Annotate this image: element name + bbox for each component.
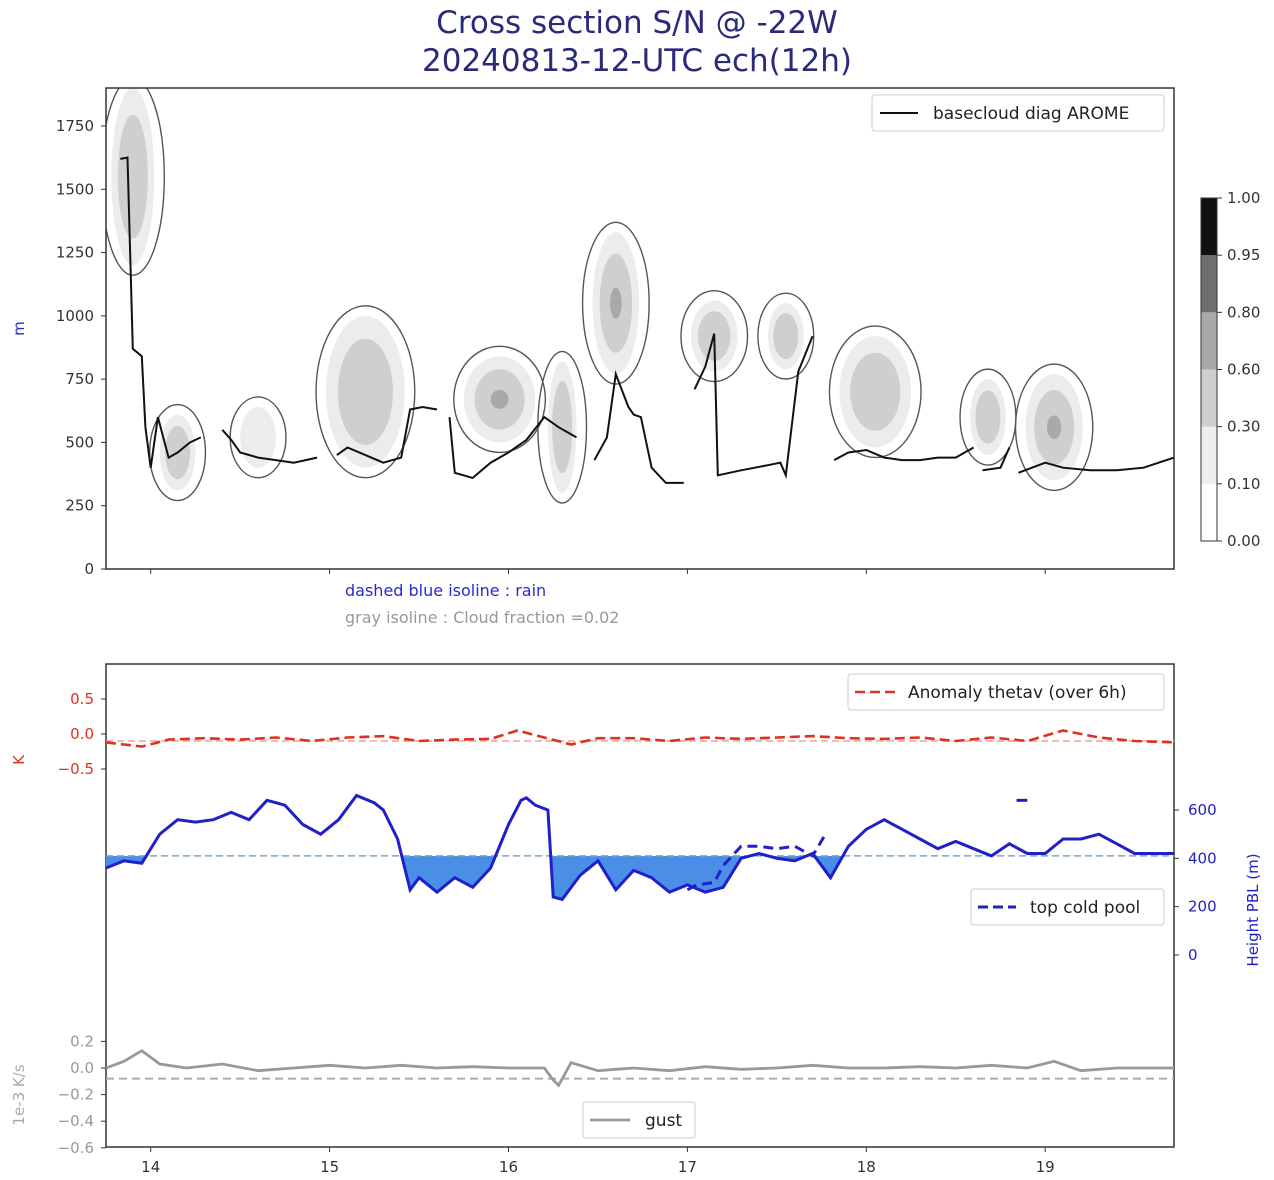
cloud-cross-section-panel: 0 250 500 750 1000 1250 1500 1750 m basecloud dia… bbox=[10, 87, 1175, 578]
pbl-y-axis-label: Height PBL (m) bbox=[1244, 853, 1262, 966]
gust-y-tick-label: 0.0 bbox=[70, 1059, 94, 1077]
y-tick-label: 1000 bbox=[56, 307, 94, 325]
cloud-isoline bbox=[757, 292, 815, 380]
cloud-isoline bbox=[106, 88, 165, 276]
colorbar-tick-label: 0.30 bbox=[1227, 418, 1260, 436]
colorbar-band bbox=[1201, 369, 1217, 427]
anomaly-y-tick-label: 0.0 bbox=[70, 725, 94, 743]
cloud-fraction-core bbox=[850, 352, 901, 431]
colorbar-tick-label: 0.80 bbox=[1227, 303, 1260, 321]
cloud-fraction-core bbox=[337, 338, 393, 445]
y-tick-label: 1750 bbox=[56, 117, 94, 135]
gust-y-tick-label: −0.4 bbox=[58, 1112, 94, 1130]
basecloud-line bbox=[221, 429, 318, 464]
basecloud-line bbox=[336, 405, 438, 464]
colorbar-tick-label: 0.60 bbox=[1227, 361, 1260, 379]
x-tick-label: 19 bbox=[1036, 1158, 1055, 1176]
anomaly-y-axis-label: K bbox=[10, 754, 28, 765]
y-tick-label: 500 bbox=[65, 433, 94, 451]
cloud-isoline bbox=[581, 221, 650, 385]
cloud-fraction-core bbox=[773, 313, 799, 360]
cloud-fraction-peak bbox=[610, 287, 622, 319]
bottom-axes-frame bbox=[105, 663, 1175, 1148]
basecloud-line bbox=[833, 446, 975, 462]
pbl-y-tick-label: 400 bbox=[1188, 849, 1217, 867]
legend-label-basecloud: basecloud diag AROME bbox=[933, 104, 1129, 124]
rain-isoline-note: dashed blue isoline : rain bbox=[345, 581, 546, 600]
cloud-isoline bbox=[1014, 363, 1094, 492]
legend-label-gust: gust bbox=[645, 1111, 682, 1131]
timeseries-panel: −0.5 0.0 0.5 K Anomaly thetav (over 6h) 0 200 4… bbox=[10, 663, 1262, 1176]
pbl-height-line bbox=[105, 793, 1174, 902]
cloud-fraction-peak bbox=[1046, 415, 1062, 439]
legend-box-gust bbox=[582, 1101, 696, 1139]
top-axes-frame bbox=[105, 87, 1175, 570]
pbl-y-tick-label: 200 bbox=[1188, 898, 1217, 916]
anomaly-thetav-line bbox=[105, 729, 1175, 748]
colorbar-tick-label: 1.00 bbox=[1227, 189, 1260, 207]
x-tick-label: 14 bbox=[141, 1158, 160, 1176]
chart-title-line1: Cross section S/N @ -22W bbox=[436, 5, 838, 41]
cloud-isoline bbox=[680, 289, 749, 383]
colorbar-band bbox=[1201, 255, 1217, 313]
cloud-cells bbox=[106, 88, 1174, 504]
basecloud-line bbox=[120, 156, 202, 468]
colorbar-band bbox=[1201, 483, 1217, 541]
legend-label-coldpool: top cold pool bbox=[1030, 898, 1140, 918]
pbl-y-tick-label: 0 bbox=[1188, 946, 1198, 964]
y-axis-label: m bbox=[10, 321, 28, 336]
basecloud-line bbox=[448, 415, 577, 480]
chart-title-line2: 20240813-12-UTC ech(12h) bbox=[422, 43, 852, 79]
gust-y-tick-label: 0.2 bbox=[70, 1032, 94, 1050]
cloud-isoline bbox=[453, 345, 547, 454]
gust-y-tick-label: −0.6 bbox=[58, 1139, 94, 1157]
x-tick-label: 17 bbox=[678, 1158, 697, 1176]
anomaly-y-tick-label: −0.5 bbox=[58, 760, 94, 778]
basecloud-line bbox=[1018, 456, 1174, 474]
pbl-y-tick-label: 600 bbox=[1188, 801, 1217, 819]
colorbar-tick-label: 0.95 bbox=[1227, 246, 1260, 264]
cloud-fraction-core bbox=[975, 390, 1001, 444]
cloud-fraction-core bbox=[117, 114, 148, 239]
cloud-fraction-core bbox=[552, 381, 573, 474]
cloud-fraction-colorbar: 0.00 0.10 0.30 0.60 0.80 0.95 1.00 bbox=[1200, 189, 1260, 550]
cloud-isoline bbox=[828, 325, 922, 459]
top-cold-pool-line bbox=[686, 831, 829, 892]
basecloud-line bbox=[693, 333, 814, 480]
y-tick-label: 250 bbox=[65, 497, 94, 515]
legend-box bbox=[871, 94, 1165, 132]
colorbar-tick-label: 0.00 bbox=[1227, 532, 1260, 550]
anomaly-y-tick-label: 0.5 bbox=[70, 690, 94, 708]
cloud-isoline bbox=[315, 305, 416, 479]
basecloud-line bbox=[982, 447, 1011, 472]
x-tick-label: 15 bbox=[320, 1158, 339, 1176]
legend-box-coldpool bbox=[970, 888, 1165, 926]
colorbar-band bbox=[1201, 198, 1217, 256]
x-tick-label: 16 bbox=[499, 1158, 518, 1176]
y-tick-label: 750 bbox=[65, 370, 94, 388]
x-tick-label: 18 bbox=[857, 1158, 876, 1176]
y-tick-label: 1500 bbox=[56, 180, 94, 198]
cloud-isoline bbox=[537, 350, 588, 504]
legend-label-anomaly: Anomaly thetav (over 6h) bbox=[908, 683, 1127, 703]
y-tick-label: 0 bbox=[84, 560, 94, 578]
basecloud-line bbox=[593, 370, 684, 484]
gust-y-axis-label: 1e-3 K/s bbox=[10, 1064, 28, 1125]
cloud-fraction-core bbox=[245, 416, 271, 459]
legend-box-anomaly bbox=[847, 673, 1165, 711]
cloud-fraction-peak bbox=[490, 389, 509, 409]
colorbar-band bbox=[1201, 312, 1217, 370]
cloud-isoline-note: gray isoline : Cloud fraction =0.02 bbox=[345, 608, 619, 627]
colorbar-band bbox=[1201, 426, 1217, 484]
cold-pool-fill bbox=[106, 855, 1174, 900]
colorbar-tick-label: 0.10 bbox=[1227, 475, 1260, 493]
gust-line bbox=[105, 1049, 1174, 1088]
y-tick-label: 1250 bbox=[56, 244, 94, 262]
gust-y-tick-label: −0.2 bbox=[58, 1086, 94, 1104]
